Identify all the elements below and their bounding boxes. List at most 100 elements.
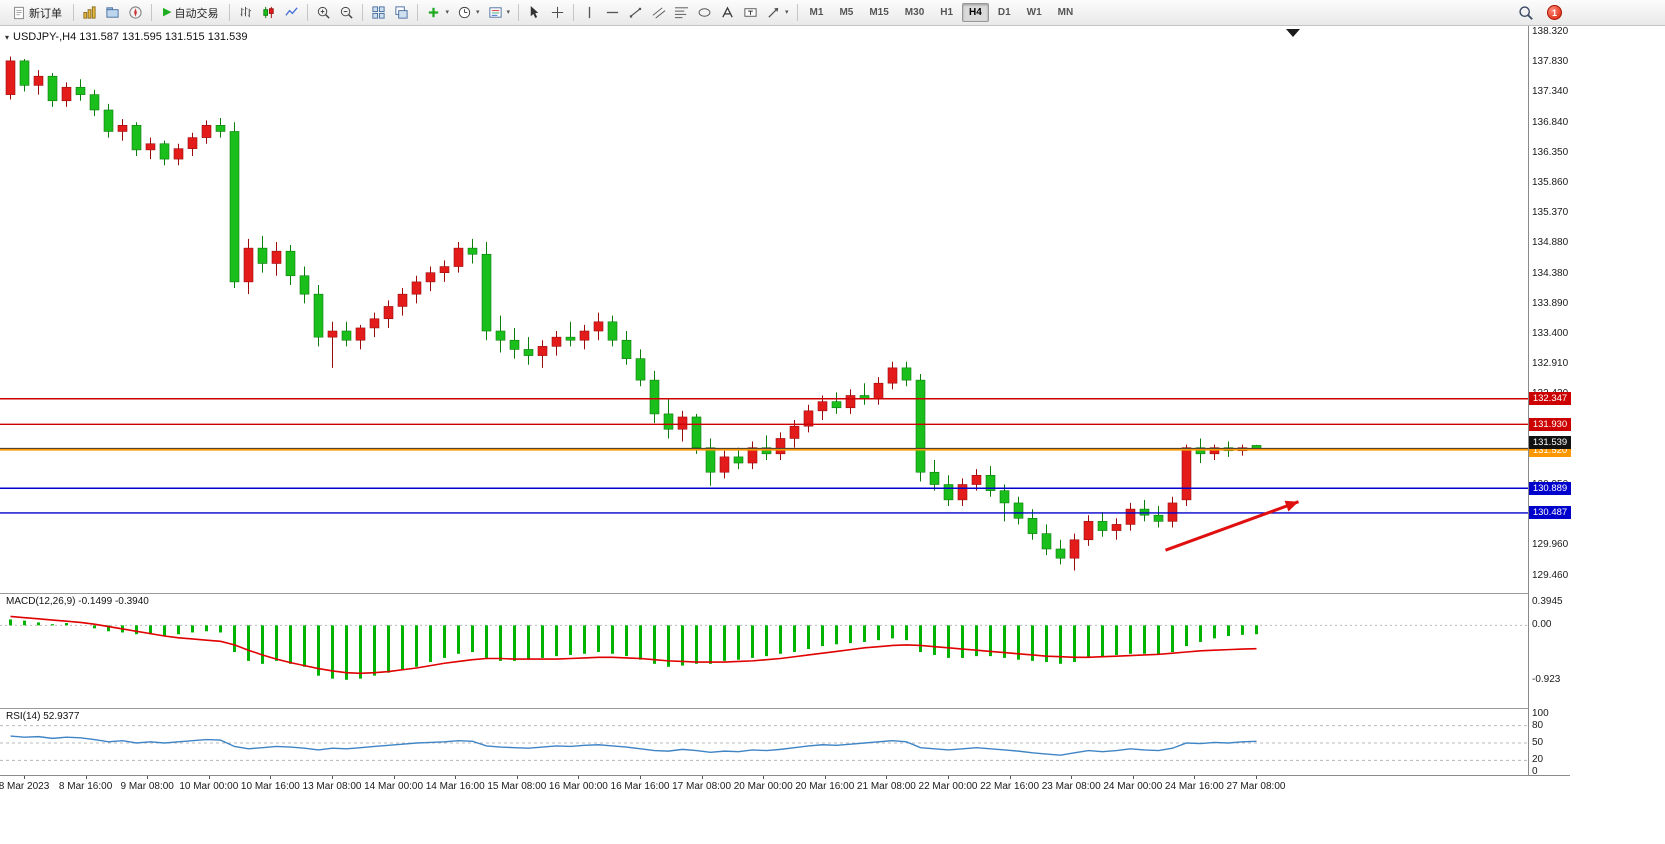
template-icon [488, 7, 502, 18]
chart-title: ▾ USDJPY-,H4 131.587 131.595 131.515 131… [5, 31, 247, 43]
timeframe-m15-button[interactable]: M15 [869, 7, 889, 18]
new-chart-icon [83, 6, 96, 19]
vertical-line-icon [588, 6, 591, 19]
toolbar-separator [362, 4, 364, 21]
arrow-tool-icon [768, 7, 779, 18]
trendline-button[interactable] [624, 2, 647, 23]
time-axis[interactable]: 8 Mar 2023 8 Mar 16:00 9 Mar 08:00 10 Mar 0… [0, 775, 1570, 796]
rsi-label: RSI(14) 52.9377 [6, 711, 80, 722]
time-label: 10 Mar 00:00 [179, 781, 239, 792]
new-order-button[interactable]: 新订单 [5, 2, 69, 23]
timeframe-w1-button[interactable]: W1 [1026, 7, 1042, 18]
candle-body [747, 447, 758, 464]
arrows-button[interactable]: ▾ [762, 2, 793, 23]
candle-body [985, 475, 996, 491]
crosshair-button[interactable] [546, 2, 569, 23]
axis-label: 100 [1532, 708, 1549, 719]
axis-label: 50 [1532, 737, 1544, 748]
time-tick [640, 776, 641, 779]
vertical-line-button[interactable] [578, 2, 601, 23]
price-scale[interactable]: 138.320 137.830 137.340 136.840 136.350 135.8… [1528, 26, 1571, 777]
trend-arrow-annotation[interactable] [1164, 500, 1300, 552]
candle-body [1083, 521, 1094, 541]
macd-signal-line [10, 615, 1257, 675]
horizontal-line-button[interactable] [601, 2, 624, 23]
candle-body [775, 438, 786, 455]
time-label: 22 Mar 16:00 [980, 781, 1040, 792]
collapse-arrow-icon[interactable]: ▾ [5, 32, 10, 42]
tile-windows-icon [372, 6, 386, 19]
fibonacci-button[interactable] [670, 2, 693, 23]
cascade-windows-button[interactable] [390, 2, 413, 23]
cursor-button[interactable] [523, 2, 546, 23]
auto-trading-button[interactable]: ▶ 自动交易 [156, 2, 225, 23]
candle-body [131, 125, 142, 151]
axis-label: 136.350 [1532, 146, 1569, 158]
zoom-out-icon [341, 6, 354, 19]
tile-windows-button[interactable] [367, 2, 390, 23]
timeframe-m5-button[interactable]: M5 [839, 7, 854, 18]
navigator-button[interactable] [124, 2, 147, 23]
candlestick-chart-button[interactable] [257, 2, 280, 23]
profiles-button[interactable] [101, 2, 124, 23]
toolbar-separator [518, 4, 520, 21]
toolbar-separator [229, 4, 231, 21]
axis-label: 129.960 [1532, 539, 1569, 551]
axis-label: 0.3945 [1532, 596, 1563, 607]
text-button[interactable] [716, 2, 739, 23]
toolbar-separator [151, 4, 152, 21]
candle-body [229, 131, 240, 283]
toolbar-separator [417, 4, 419, 21]
candle-body [467, 247, 478, 255]
candle-body [271, 250, 282, 264]
candle-body [103, 109, 114, 132]
search-button[interactable] [1514, 2, 1538, 23]
timeframe-d1-button[interactable]: D1 [997, 7, 1011, 18]
candle-body [831, 401, 842, 409]
time-label: 22 Mar 00:00 [918, 781, 978, 792]
axis-label: 137.340 [1532, 86, 1569, 98]
new-chart-button[interactable] [78, 2, 101, 23]
candle-body [649, 379, 660, 415]
time-label: 9 Mar 08:00 [120, 781, 174, 792]
zoom-out-button[interactable] [335, 2, 358, 23]
indicators-button[interactable]: ▾ [422, 2, 453, 23]
toolbar: 新订单 ▶ 自动交易 [0, 0, 1665, 26]
bar-chart-button[interactable] [234, 2, 257, 23]
periods-button[interactable]: ▾ [453, 2, 484, 23]
candle-body [677, 416, 688, 430]
time-label: 13 Mar 08:00 [302, 781, 362, 792]
time-label: 21 Mar 08:00 [856, 781, 916, 792]
rsi-plot[interactable] [0, 709, 1528, 775]
candle-body [215, 125, 226, 132]
play-icon: ▶ [163, 6, 172, 18]
zoom-in-button[interactable] [312, 2, 335, 23]
chart-title-text: USDJPY-,H4 131.587 131.595 131.515 131.5… [13, 31, 248, 43]
line-chart-button[interactable] [280, 2, 303, 23]
candle-body [439, 266, 450, 273]
templates-button[interactable]: ▾ [484, 2, 515, 23]
timeframe-m1-button[interactable]: M1 [809, 7, 824, 18]
candle-body [509, 339, 520, 350]
timeframe-h1-button[interactable]: H1 [940, 7, 954, 18]
candle-body [803, 410, 814, 427]
notification-badge[interactable]: 1 [1547, 5, 1562, 20]
candle-body [47, 75, 58, 102]
channel-button[interactable] [647, 2, 670, 23]
candle-body [173, 148, 184, 160]
timeframe-mn-button[interactable]: MN [1057, 7, 1074, 18]
cursor-icon [530, 5, 539, 18]
chart-shift-marker-icon[interactable] [1286, 29, 1300, 37]
fibonacci-icon [674, 7, 689, 19]
axis-label: 137.830 [1532, 56, 1569, 68]
timeframe-h4-button[interactable]: H4 [962, 3, 989, 22]
shapes-button[interactable] [693, 2, 716, 23]
timeframe-m30-button[interactable]: M30 [904, 7, 925, 18]
toolbar-separator [307, 4, 309, 21]
candle-body [929, 471, 940, 485]
candle-body [89, 94, 100, 111]
time-tick [1256, 776, 1257, 779]
macd-plot[interactable] [0, 594, 1528, 708]
candlestick-plot[interactable] [0, 26, 1528, 593]
label-button[interactable] [739, 2, 762, 23]
